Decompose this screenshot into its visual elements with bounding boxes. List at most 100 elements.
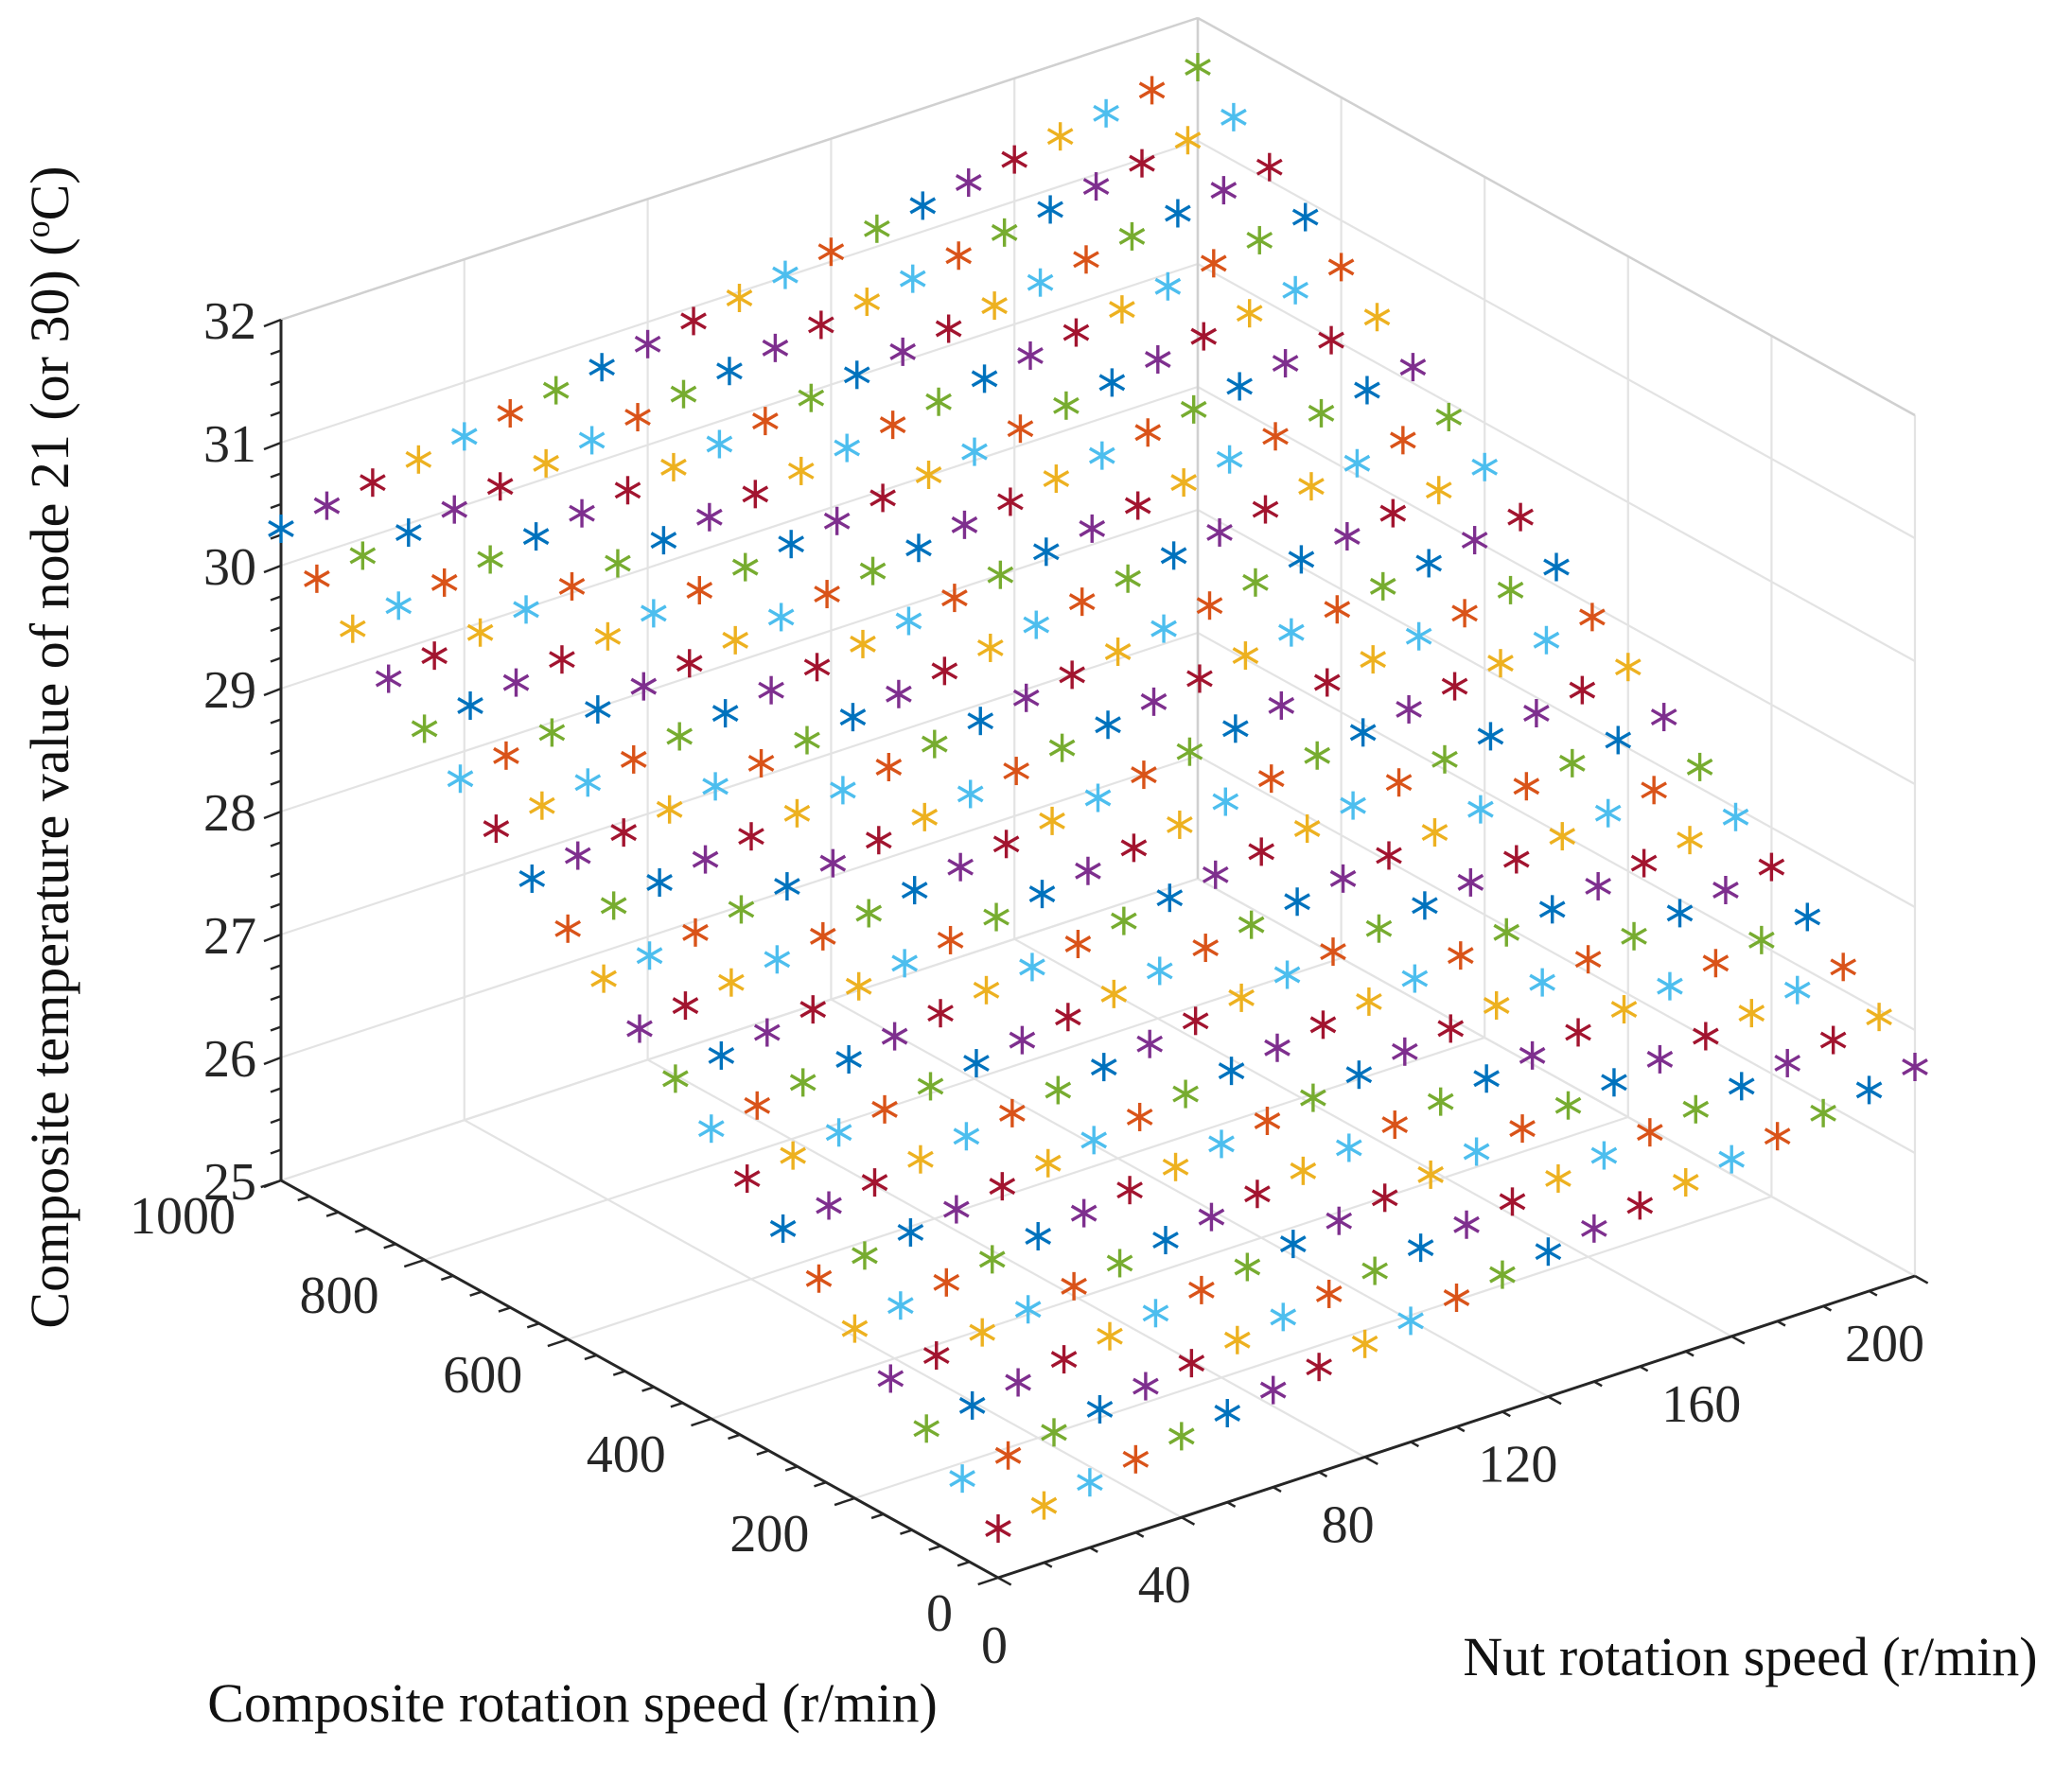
data-point (1748, 925, 1775, 954)
data-point (1196, 591, 1223, 620)
data-point (1601, 1068, 1627, 1097)
data-point (1738, 999, 1765, 1028)
x-major-tick (997, 1576, 1012, 1586)
y-minor-tick (756, 1449, 769, 1456)
data-point (1819, 1025, 1847, 1055)
data-point (706, 429, 733, 459)
data-point (1677, 826, 1703, 855)
data-point (1457, 867, 1484, 897)
data-point (744, 1091, 771, 1120)
z-tick-label: 25 (203, 1153, 256, 1212)
data-point (1425, 476, 1452, 505)
data-point (1435, 402, 1463, 431)
data-point (1467, 795, 1494, 824)
data-point (1558, 748, 1586, 778)
x-minor-tick (1501, 1410, 1511, 1418)
data-point (967, 707, 994, 736)
data-point (973, 975, 1000, 1005)
data-point (1226, 372, 1253, 401)
data-point (1028, 880, 1056, 909)
data-point (716, 357, 743, 386)
data-point (825, 1118, 852, 1147)
data-point (728, 895, 755, 924)
data-point (865, 826, 892, 855)
data-point (1866, 1003, 1892, 1032)
x-minor-tick (1868, 1289, 1878, 1297)
data-point (1126, 1102, 1153, 1131)
z-minor-tick (270, 1087, 282, 1093)
data-point (1165, 199, 1191, 228)
data-point (899, 264, 926, 293)
data-point (395, 518, 422, 548)
data-point (1356, 987, 1382, 1016)
y-minor-tick (900, 1529, 913, 1535)
data-point (686, 576, 713, 604)
data-point (1264, 1033, 1291, 1062)
y-tick-label: 0 (926, 1584, 953, 1643)
z-tick-label: 31 (203, 415, 256, 474)
z-minor-tick (270, 349, 282, 356)
x-axis-label: Nut rotation speed (r/min) (1463, 1626, 2037, 1687)
data-point (869, 483, 896, 513)
z-minor-tick (270, 841, 282, 848)
x-minor-tick (1410, 1441, 1419, 1448)
data-point (1012, 683, 1040, 712)
data-point (1334, 522, 1361, 550)
data-point (1529, 968, 1555, 997)
data-point (1068, 587, 1096, 617)
data-point (1290, 1156, 1317, 1185)
gridline-sidewall-z (1197, 140, 1916, 539)
data-point (871, 1094, 898, 1124)
data-point (922, 1341, 950, 1371)
data-point (1236, 299, 1263, 328)
x-major-tick (1547, 1395, 1562, 1406)
data-point (1545, 1163, 1572, 1193)
z-minor-tick (270, 1025, 282, 1032)
data-point (1095, 710, 1121, 740)
data-point (911, 802, 939, 831)
data-point (626, 1014, 653, 1043)
data-point (610, 818, 638, 848)
data-point (676, 649, 703, 678)
data-point (971, 364, 998, 393)
data-point (585, 695, 611, 725)
data-point (1343, 448, 1371, 478)
data-point (935, 314, 962, 343)
y-minor-tick (325, 1211, 340, 1217)
data-point (1246, 225, 1273, 254)
data-point (1549, 822, 1576, 851)
data-point (1783, 975, 1811, 1005)
data-point (1855, 1075, 1883, 1105)
data-point (925, 387, 952, 416)
data-point (762, 333, 789, 362)
data-point (1242, 568, 1269, 597)
x-tick-label: 40 (1138, 1556, 1191, 1615)
data-point (1259, 1375, 1287, 1405)
data-point (646, 868, 673, 897)
data-point (1324, 595, 1351, 624)
data-point (1212, 787, 1239, 816)
data-point (901, 876, 928, 905)
data-point (875, 753, 903, 781)
z-major-tick (263, 933, 282, 943)
data-point (1059, 660, 1085, 690)
data-point (1272, 349, 1299, 378)
gridline-backwall-z (280, 262, 1199, 568)
data-point (1431, 744, 1458, 774)
data-point (787, 456, 815, 485)
z-minor-tick (270, 748, 282, 756)
data-point (1192, 934, 1220, 963)
data-point (1764, 1122, 1791, 1151)
data-point (1244, 1180, 1271, 1209)
data-point (1327, 253, 1355, 282)
data-point (1300, 1083, 1326, 1112)
data-point (1216, 445, 1243, 474)
data-point (1178, 1349, 1205, 1378)
z-minor-tick (270, 502, 282, 510)
data-point (1005, 1368, 1031, 1397)
data-point (774, 872, 800, 901)
data-point (360, 468, 386, 498)
data-point (1039, 806, 1065, 835)
data-point (1718, 1145, 1746, 1174)
data-point (978, 1245, 1006, 1274)
